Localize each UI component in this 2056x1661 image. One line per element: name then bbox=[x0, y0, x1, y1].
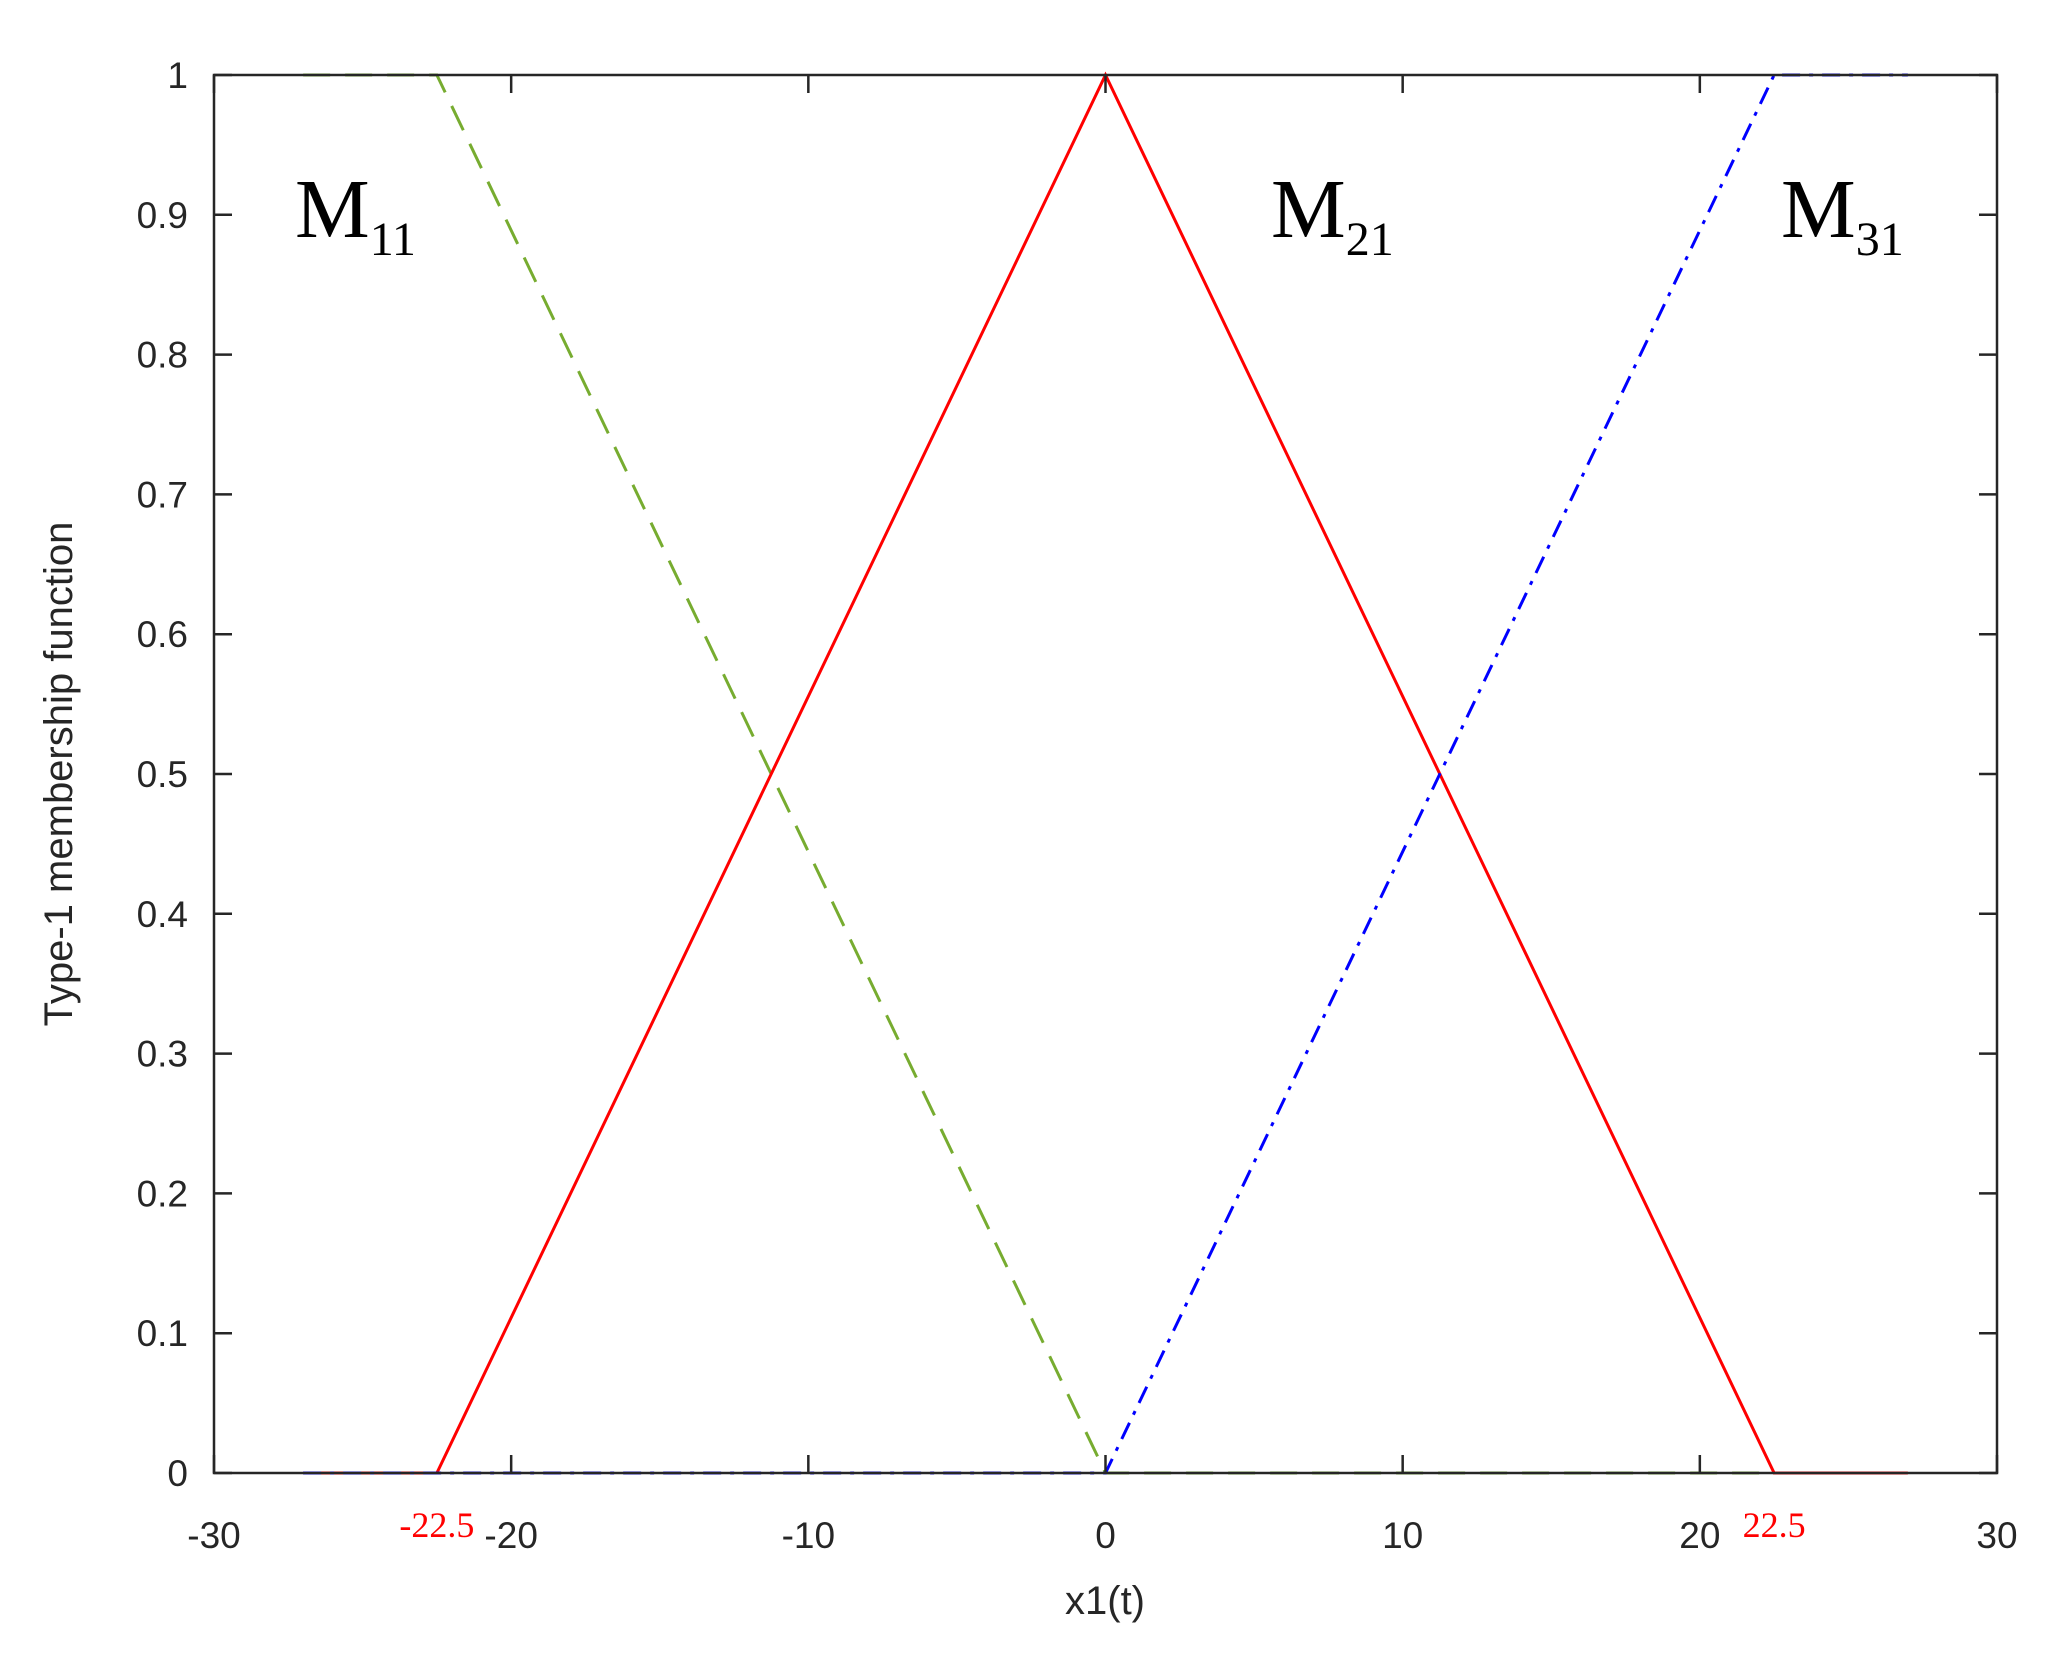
x-tick-label: -30 bbox=[187, 1515, 240, 1556]
y-tick-label: 0.6 bbox=[137, 614, 188, 655]
y-tick-label: 0 bbox=[167, 1453, 188, 1494]
x-tick-label: 10 bbox=[1382, 1515, 1423, 1556]
y-tick-label: 0.1 bbox=[137, 1313, 188, 1354]
x-extra-tick-label: -22.5 bbox=[399, 1505, 474, 1545]
annotation-sub: 21 bbox=[1346, 213, 1394, 266]
annotation-sub: 31 bbox=[1856, 213, 1904, 266]
x-tick-label: -20 bbox=[484, 1515, 537, 1556]
y-tick-label: 1 bbox=[167, 55, 188, 96]
x-tick-label: 30 bbox=[1976, 1515, 2017, 1556]
annotation: M31 bbox=[1781, 163, 1904, 266]
y-tick-label: 0.8 bbox=[137, 335, 188, 376]
x-extra-tick-label: 22.5 bbox=[1743, 1505, 1806, 1545]
y-tick-label: 0.5 bbox=[137, 754, 188, 795]
annotation-main: M bbox=[1271, 163, 1346, 256]
annotation: M11 bbox=[295, 163, 416, 266]
y-tick-label: 0.4 bbox=[137, 894, 188, 935]
y-tick-label: 0.7 bbox=[137, 474, 188, 515]
y-tick-label: 0.3 bbox=[137, 1034, 188, 1075]
x-tick-label: -10 bbox=[782, 1515, 835, 1556]
x-axis-label: x1(t) bbox=[1065, 1579, 1145, 1623]
x-tick-label: 20 bbox=[1679, 1515, 1720, 1556]
y-tick-label: 0.2 bbox=[137, 1173, 188, 1214]
x-tick-label: 0 bbox=[1095, 1515, 1116, 1556]
annotation: M21 bbox=[1271, 163, 1394, 266]
y-axis-label: Type-1 membership function bbox=[37, 522, 81, 1027]
annotation-main: M bbox=[295, 163, 370, 256]
annotation-main: M bbox=[1781, 163, 1856, 256]
annotation-sub: 11 bbox=[370, 213, 416, 266]
y-tick-label: 0.9 bbox=[137, 195, 188, 236]
